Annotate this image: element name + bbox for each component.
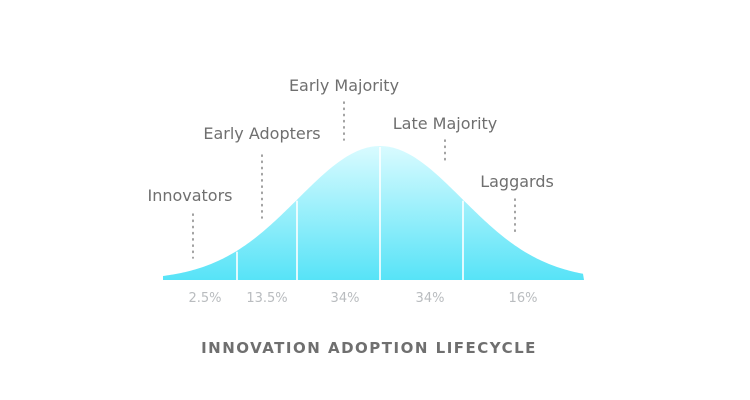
- percent-early-adopters: 13.5%: [246, 291, 287, 306]
- percent-late-majority: 34%: [416, 291, 445, 306]
- segment-dividers: [236, 147, 464, 280]
- label-leaders: [192, 101, 516, 259]
- percent-early-majority: 34%: [331, 291, 360, 306]
- label-early-adopters: Early Adopters: [203, 124, 320, 143]
- label-early-majority: Early Majority: [289, 76, 399, 95]
- percent-innovators: 2.5%: [188, 291, 221, 306]
- label-laggards: Laggards: [480, 172, 554, 191]
- label-innovators: Innovators: [147, 186, 232, 205]
- label-late-majority: Late Majority: [393, 114, 498, 133]
- bell-curve-area: [163, 146, 584, 280]
- diagram-title: INNOVATION ADOPTION LIFECYCLE: [201, 339, 537, 357]
- percent-laggards: 16%: [509, 291, 538, 306]
